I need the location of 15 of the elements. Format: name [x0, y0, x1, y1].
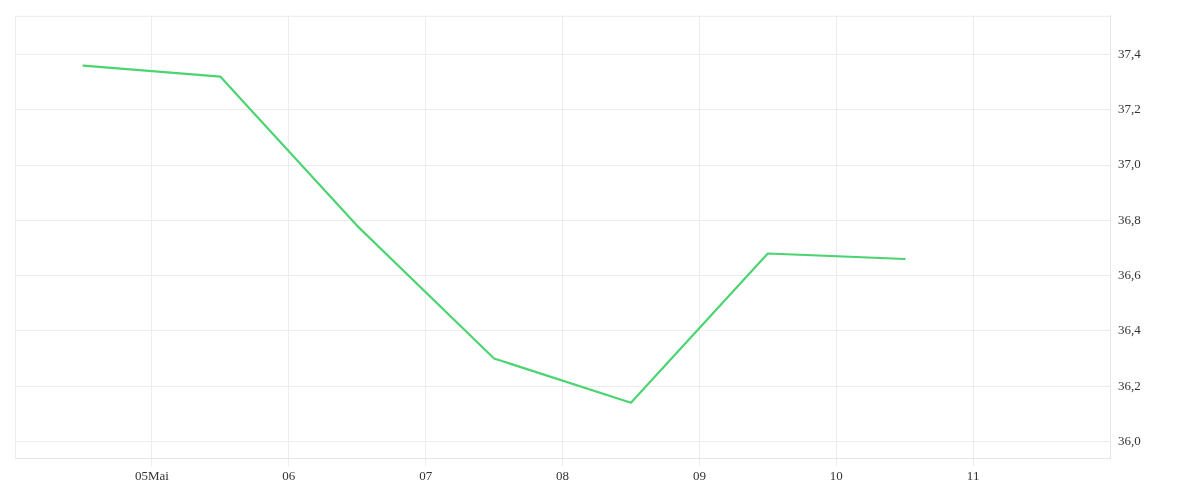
x-tick-label: 08	[556, 468, 569, 484]
x-tick-label: 06	[282, 468, 296, 484]
x-tick-label: 09	[692, 468, 706, 484]
y-tick-label: 37,0	[1118, 156, 1141, 172]
y-tick-label: 36,6	[1118, 267, 1142, 283]
x-tick-label: 10	[829, 468, 843, 484]
x-tick-label: 07	[419, 468, 433, 484]
x-tick-label: 05Mai	[134, 468, 170, 484]
y-tick-label: 36,4	[1118, 322, 1142, 338]
x-tick-label: 11	[966, 468, 980, 484]
y-tick-label: 36,2	[1118, 377, 1141, 393]
y-tick-label: 37,2	[1118, 101, 1141, 117]
y-tick-label: 36,8	[1118, 211, 1141, 227]
y-tick-label: 36,0	[1118, 432, 1141, 448]
y-tick-label: 37,4	[1118, 45, 1142, 61]
